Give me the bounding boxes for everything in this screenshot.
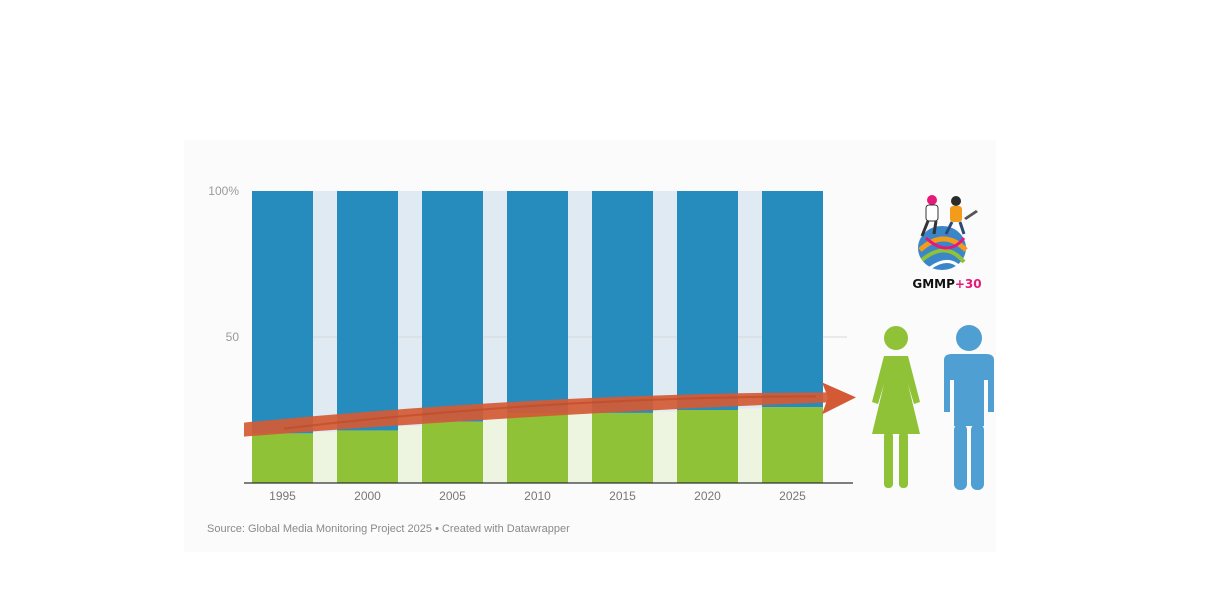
bar-2010-bottom (507, 412, 568, 483)
gmmp-logo-text: GMMP+30 (904, 277, 990, 291)
bar-2025-bottom (762, 407, 823, 483)
gap-top (568, 191, 592, 413)
trend-arrow-stroke (283, 395, 817, 430)
gap-bottom (738, 408, 762, 483)
y-tick-label: 50 (226, 330, 240, 344)
gap-top (738, 191, 762, 409)
bar-1995-top (252, 191, 313, 434)
y-tick-label: 100% (208, 184, 239, 198)
x-tick-label: 2020 (694, 489, 721, 503)
x-tick-label: 2005 (439, 489, 466, 503)
gap-top (313, 191, 337, 432)
gap-top (653, 191, 677, 412)
bar-2010-top (507, 191, 568, 413)
bar-2020-bottom (677, 410, 738, 483)
x-tick-label: 2000 (354, 489, 381, 503)
bar-1995-bottom (252, 433, 313, 483)
bar-2005-top (422, 191, 483, 422)
bar-2025-top (762, 191, 823, 408)
gap-top (398, 191, 422, 427)
trend-arrow-head (822, 382, 856, 415)
male-figure-icon (944, 325, 994, 490)
bar-2020-top (677, 191, 738, 410)
gap-bottom (313, 431, 337, 483)
gap-bottom (483, 417, 507, 483)
x-tick-label: 1995 (269, 489, 296, 503)
chart: 50 100% 1995 2000 2005 2010 2015 2020 2025 (208, 184, 856, 503)
chart-card: 50 100% 1995 2000 2005 2010 2015 2020 2025 (184, 140, 996, 552)
trend-arrow-body (244, 392, 830, 437)
gap-bottom (653, 411, 677, 483)
bar-2015-top (592, 191, 653, 413)
x-tick-label: 2010 (524, 489, 551, 503)
logo-text-accent: +30 (954, 277, 982, 291)
bar-2000-bottom (337, 430, 398, 483)
gmmp-logo: GMMP+30 (904, 188, 990, 298)
gap-bottom (568, 412, 592, 483)
bar-2005-bottom (422, 421, 483, 483)
gender-figures-icon (872, 325, 994, 490)
source-note: Source: Global Media Monitoring Project … (207, 523, 570, 535)
x-tick-label: 2015 (609, 489, 636, 503)
x-tick-label: 2025 (779, 489, 806, 503)
gap-top (483, 191, 507, 418)
gap-bottom (398, 426, 422, 483)
bar-2015-bottom (592, 412, 653, 483)
female-figure-icon (872, 326, 920, 488)
logo-text-main: GMMP (912, 277, 955, 291)
gmmp-globe-icon (918, 195, 978, 271)
bar-2000-top (337, 191, 398, 431)
